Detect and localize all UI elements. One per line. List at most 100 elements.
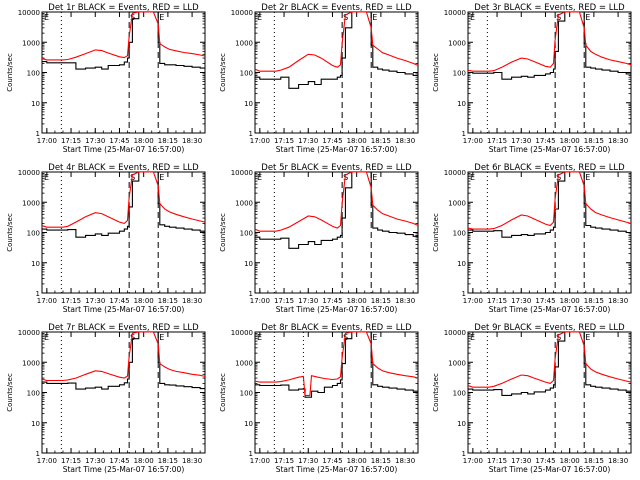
traces (255, 332, 418, 398)
chart-title: Det 2r BLACK = Events, RED = LLD (261, 3, 412, 13)
time-marker-label: E (159, 333, 164, 342)
plot-frame (41, 171, 206, 294)
time-marker-label: S (343, 173, 348, 182)
x-tick-label: 18:30 (182, 137, 202, 145)
x-tick-label: 18:00 (347, 137, 367, 145)
plot-frame (467, 11, 632, 134)
corner-label: E (470, 13, 475, 22)
lld-series-line (468, 332, 631, 388)
y-tick-label: 10 (457, 420, 466, 428)
x-axis-label: Start Time (25-Mar-07 16:57:00) (63, 145, 185, 154)
x-tick-label: 18:00 (560, 137, 580, 145)
y-tick-label: 10 (244, 100, 253, 108)
y-tick-label: 10 (31, 420, 40, 428)
x-tick-label: 17:30 (298, 137, 318, 145)
y-tick-label: 1 (249, 450, 253, 458)
lld-series-line (42, 12, 205, 61)
x-tick-label: 18:00 (134, 297, 154, 305)
traces (468, 12, 631, 80)
x-tick-label: 17:00 (37, 137, 57, 145)
traces (468, 172, 631, 238)
y-tick-label: 1000 (235, 359, 253, 367)
time-marker-label: S (130, 173, 135, 182)
traces (42, 332, 205, 390)
x-tick-label: 18:15 (158, 137, 178, 145)
x-tick-label: 17:30 (298, 297, 318, 305)
x-tick-label: 18:30 (395, 457, 415, 465)
x-tick-label: 17:00 (463, 297, 483, 305)
x-tick-label: 17:45 (535, 297, 555, 305)
x-tick-label: 18:30 (182, 457, 202, 465)
y-tick-label: 100 (453, 390, 466, 398)
x-tick-label: 17:00 (250, 297, 270, 305)
x-tick-label: 18:00 (134, 457, 154, 465)
x-tick-label: 18:15 (158, 457, 178, 465)
x-tick-label: 17:30 (298, 457, 318, 465)
x-tick-label: 17:15 (274, 137, 294, 145)
lld-series-line (42, 172, 205, 228)
chart-title: Det 1r BLACK = Events, RED = LLD (48, 3, 199, 13)
y-tick-label: 100 (453, 70, 466, 78)
x-tick-label: 17:30 (85, 297, 105, 305)
x-tick-label: 17:45 (109, 457, 129, 465)
x-axis-label: Start Time (25-Mar-07 16:57:00) (63, 465, 185, 474)
plot-frame (41, 331, 206, 454)
y-tick-label: 1 (462, 130, 466, 138)
y-tick-label: 100 (27, 70, 40, 78)
y-tick-label: 1000 (448, 359, 466, 367)
y-axis-label: Counts/sec (432, 373, 440, 412)
y-axis-label: Counts/sec (219, 53, 227, 92)
x-tick-label: 18:30 (182, 297, 202, 305)
x-tick-label: 17:15 (274, 297, 294, 305)
y-tick-label: 10000 (231, 9, 253, 17)
traces (468, 332, 631, 396)
time-marker-label: S (130, 13, 135, 22)
traces (255, 12, 418, 89)
x-tick-label: 17:00 (463, 457, 483, 465)
corner-label: E (470, 333, 475, 342)
chart-title: Det 7r BLACK = Events, RED = LLD (48, 323, 199, 333)
x-axis-label: Start Time (25-Mar-07 16:57:00) (489, 305, 611, 314)
y-axis-label: Counts/sec (432, 53, 440, 92)
y-tick-label: 10 (244, 260, 253, 268)
x-tick-label: 17:15 (61, 297, 81, 305)
y-tick-label: 10 (31, 100, 40, 108)
events-series-line (42, 332, 205, 390)
lld-series-line (468, 12, 631, 72)
x-tick-label: 18:15 (371, 137, 391, 145)
y-tick-label: 100 (240, 70, 253, 78)
x-tick-label: 17:30 (511, 457, 531, 465)
time-marker-label: S (343, 13, 348, 22)
traces (42, 172, 205, 238)
x-axis-label: Start Time (25-Mar-07 16:57:00) (63, 305, 185, 314)
chart-title: Det 3r BLACK = Events, RED = LLD (474, 3, 625, 13)
x-tick-label: 17:15 (487, 297, 507, 305)
x-tick-label: 17:00 (250, 137, 270, 145)
events-series-line (468, 172, 631, 238)
x-tick-label: 17:45 (535, 137, 555, 145)
x-tick-label: 17:15 (487, 137, 507, 145)
detector-panel: Det 2r BLACK = Events, RED = LLD 1 10 100 10… (219, 3, 419, 154)
time-marker-label: E (372, 13, 377, 22)
time-marker-label: E (159, 13, 164, 22)
corner-label: E (257, 333, 262, 342)
time-marker-label: E (159, 173, 164, 182)
events-series-line (42, 172, 205, 238)
x-tick-label: 17:30 (85, 137, 105, 145)
y-tick-label: 1 (36, 130, 40, 138)
detector-panel: Det 7r BLACK = Events, RED = LLD 1 10 100 10… (6, 323, 206, 474)
x-tick-label: 17:45 (535, 457, 555, 465)
detector-panel: Det 1r BLACK = Events, RED = LLD 1 10 100 10… (6, 3, 206, 154)
x-tick-label: 17:45 (322, 297, 342, 305)
time-marker-label: S (556, 173, 561, 182)
y-tick-label: 1 (462, 450, 466, 458)
y-axis-label: Counts/sec (6, 213, 14, 252)
corner-label: E (257, 173, 262, 182)
time-marker-label: E (585, 173, 590, 182)
y-tick-label: 1 (462, 290, 466, 298)
time-marker-label: S (130, 333, 135, 342)
y-tick-label: 10000 (18, 329, 40, 337)
time-marker-label: S (343, 333, 348, 342)
x-tick-label: 17:00 (463, 137, 483, 145)
x-axis-label: Start Time (25-Mar-07 16:57:00) (276, 465, 398, 474)
